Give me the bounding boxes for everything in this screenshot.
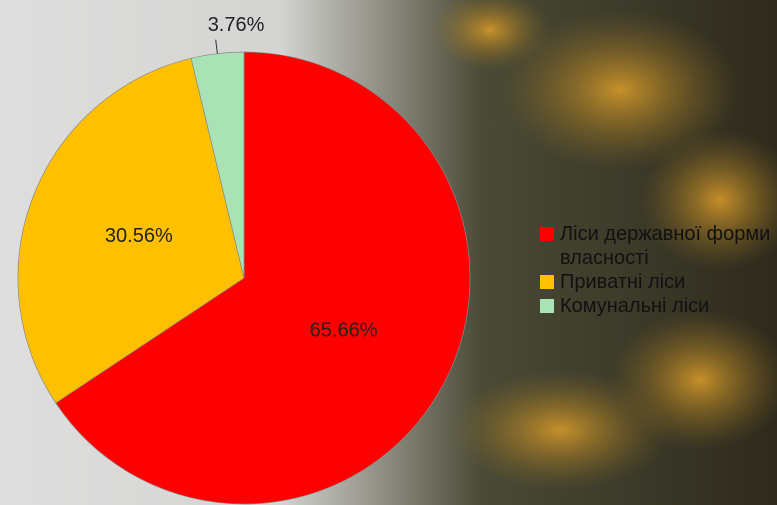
legend-item: Комунальні ліси <box>540 294 777 318</box>
data-label: 65.66% <box>310 320 378 342</box>
pie-slice <box>55 51 471 505</box>
forest-photo <box>430 0 777 490</box>
pie-slice <box>190 51 245 279</box>
legend-label: Ліси державної форми власності <box>560 223 771 269</box>
legend-swatch <box>540 275 554 289</box>
data-label: 3.76% <box>208 14 265 36</box>
legend-label: Приватні ліси <box>560 271 686 293</box>
pie-slice <box>17 57 245 404</box>
legend-label: Комунальні ліси <box>560 295 710 317</box>
legend-item: Приватні ліси <box>540 270 777 294</box>
legend-swatch <box>540 299 554 313</box>
legend-item: Ліси державної форми власності <box>540 222 777 270</box>
legend: Ліси державної форми власності Приватні л… <box>540 222 777 318</box>
data-label: 30.56% <box>105 225 173 247</box>
legend-swatch <box>540 227 554 241</box>
leader-line <box>215 39 218 54</box>
